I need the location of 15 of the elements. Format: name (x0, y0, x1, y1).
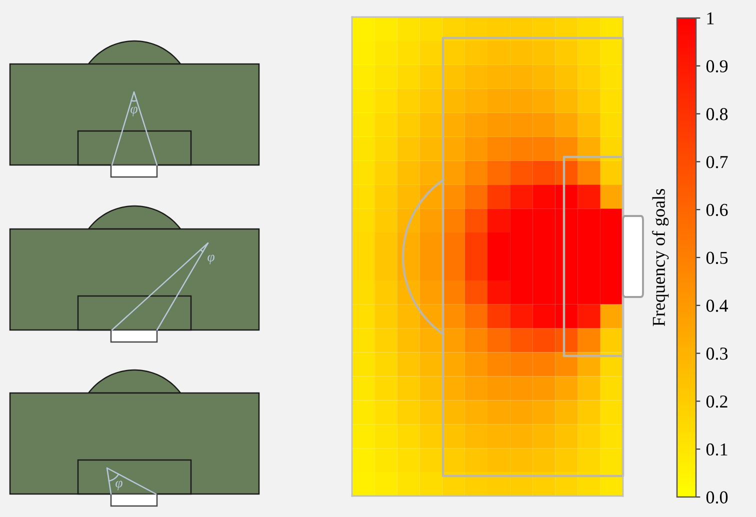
color-bar-label: 0.9 (706, 60, 728, 72)
text: φ (116, 480, 122, 490)
color-bar-label: 0.6 (706, 204, 728, 216)
color-bar-label: 0.4 (706, 300, 728, 312)
text: φ (208, 254, 214, 264)
color-bar-label: 0.2 (706, 395, 728, 408)
color-bar-label: 0.7 (706, 156, 728, 168)
color-bar-label: 0.3 (706, 348, 728, 360)
color-bar-label: 0.0 (706, 491, 728, 504)
color-bar-label: 1 (707, 12, 714, 24)
color-bar-label: 0.1 (706, 443, 728, 456)
text: φ (130, 106, 138, 116)
color-bar-label: 0.8 (706, 108, 728, 120)
color-bar-title: Frequency of goals (652, 188, 669, 326)
color-bar-label: 0.5 (706, 252, 728, 264)
